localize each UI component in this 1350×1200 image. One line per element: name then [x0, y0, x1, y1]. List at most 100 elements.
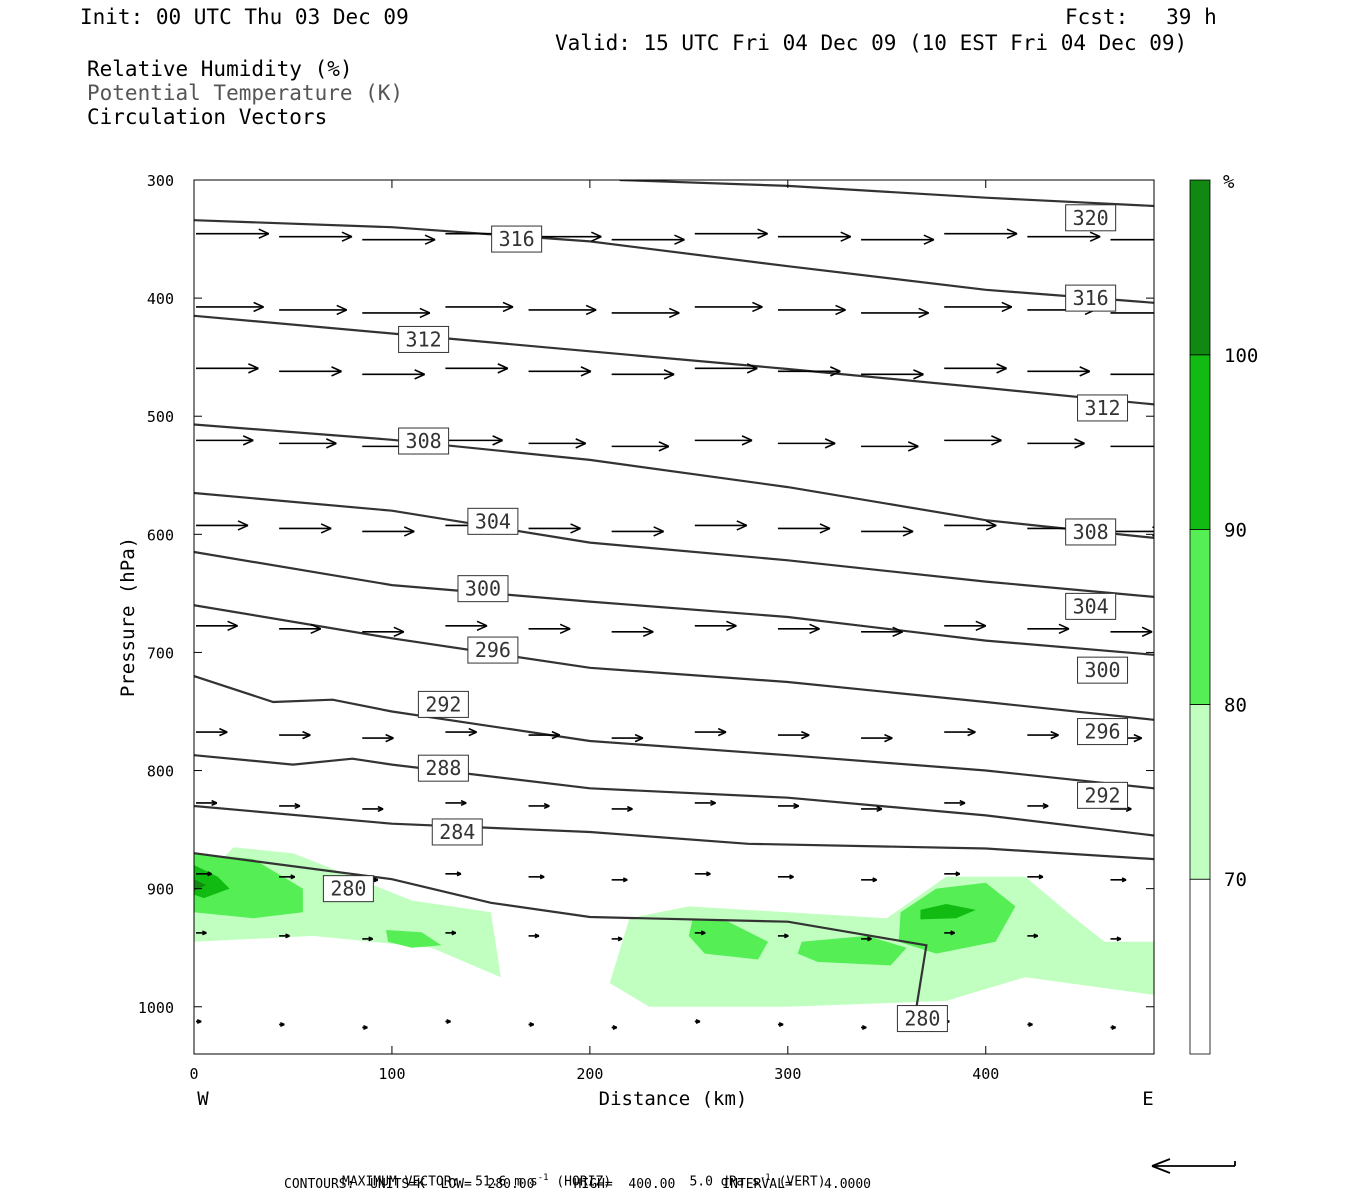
vector-head: [341, 231, 353, 238]
rh-area-80: [898, 882, 1016, 954]
vector-head: [996, 363, 1007, 370]
vert-unit: (VERT): [778, 1174, 826, 1190]
colorbar-label: 80: [1224, 694, 1247, 716]
vector-head: [752, 301, 763, 308]
vector-head: [830, 366, 841, 373]
vector-head: [959, 802, 966, 807]
vector-arrow: [445, 871, 462, 877]
vector-head: [789, 876, 794, 880]
vector-head: [258, 228, 270, 235]
vector-head: [341, 235, 353, 242]
vector-head: [468, 731, 477, 737]
vector-arrow: [279, 366, 342, 377]
vector-arrow: [279, 802, 301, 810]
vector-head: [923, 238, 935, 245]
vector-head: [1133, 733, 1143, 739]
vector-head: [207, 873, 212, 877]
vector-arrow: [694, 1018, 701, 1025]
isentrope-label-text: 304: [475, 509, 511, 533]
vector-arrow: [528, 933, 540, 939]
vector-arrow: [777, 523, 831, 534]
x-tick-label: 300: [774, 1065, 801, 1083]
isentrope-label-text: 300: [1084, 658, 1120, 682]
vector-head: [717, 727, 727, 733]
vector-head: [1074, 442, 1085, 449]
vector-head: [219, 731, 228, 737]
vector-arrow: [1027, 874, 1044, 880]
vector-arrow: [445, 301, 514, 313]
vector-arrow: [528, 304, 597, 316]
isentrope-label: 284: [431, 818, 483, 846]
vector-head: [242, 439, 254, 446]
vector-head: [824, 442, 836, 449]
vector-head: [368, 938, 373, 942]
isentrope-label: 308: [1065, 518, 1117, 546]
vector-head: [835, 309, 846, 316]
isentrope-label-box: [491, 225, 543, 253]
vector-head: [617, 938, 623, 942]
vector-head: [227, 620, 238, 627]
vector-head: [653, 526, 664, 533]
vector-head: [907, 441, 919, 448]
isentrope-label: 292: [1077, 781, 1129, 809]
vector-head: [907, 445, 919, 452]
vector-head: [575, 438, 587, 445]
vector-arrow: [1110, 238, 1154, 241]
vector-head: [1141, 626, 1153, 633]
vector-head: [580, 370, 592, 377]
vector-head: [991, 439, 1002, 446]
vector-head: [700, 932, 706, 936]
reference-vector-icon: [1151, 1158, 1236, 1174]
isentrope-label: 296: [1077, 718, 1129, 746]
vector-arrow: [944, 228, 1018, 239]
vector-arrow: [777, 304, 846, 316]
isentrope-label-text: 288: [425, 756, 461, 780]
vector-arrow: [611, 877, 628, 883]
vector-arrow: [362, 307, 431, 319]
vector-arrow: [279, 933, 290, 939]
vector-head: [1158, 446, 1168, 451]
isentrope-280: [194, 852, 928, 1031]
isentrope-284: [194, 804, 1154, 861]
vector-head: [331, 366, 342, 373]
x-tick-label: 0: [189, 1065, 198, 1083]
vector-arrow: [1027, 438, 1085, 449]
vector-head: [320, 527, 332, 534]
vector-arrow: [611, 733, 644, 743]
vector-head: [918, 312, 930, 319]
west-label: W: [197, 1088, 209, 1110]
y-axis-title: Pressure (hPa): [117, 537, 139, 697]
vector-arrow: [196, 620, 238, 632]
vector-arrow: [694, 435, 753, 446]
vector-arrow: [944, 301, 1013, 313]
vector-head: [1001, 301, 1013, 308]
vector-head: [1089, 235, 1101, 242]
field-rh: Relative Humidity (%): [87, 57, 353, 81]
colorbar-label: 100: [1224, 345, 1258, 367]
vector-arrow: [611, 1024, 618, 1031]
vector-head: [668, 312, 680, 319]
vector-head: [746, 363, 758, 370]
isentrope-288: [194, 754, 1154, 837]
vector-head: [196, 1020, 202, 1025]
valid-time: Valid: 15 UTC Fri 04 Dec 09 (10 EST Fri …: [555, 31, 1188, 55]
circulation-vectors: [196, 228, 1173, 1031]
vector-head: [726, 625, 737, 632]
contours-line: CONTOURS: UNITS=K LOW= 280.00 HIGH= 400.…: [284, 1177, 871, 1192]
isentrope-label-text: 316: [1073, 286, 1109, 310]
vector-arrow: [528, 523, 581, 534]
vector-head: [326, 438, 337, 445]
vector-arrow: [196, 363, 259, 374]
colorbar-label: 90: [1224, 520, 1247, 542]
vector-head: [1163, 374, 1173, 379]
vector-head: [835, 304, 846, 311]
vector-head: [840, 231, 852, 238]
vector-head: [622, 879, 628, 883]
field-vectors: Circulation Vectors: [87, 105, 328, 129]
rh-area-80: [797, 935, 907, 966]
forecast-hour: Fcst: 39 h: [1065, 5, 1217, 29]
vector-head: [736, 524, 748, 531]
vector-head: [320, 523, 332, 530]
isentrope-label-text: 292: [425, 692, 461, 716]
vector-arrow: [196, 799, 218, 807]
